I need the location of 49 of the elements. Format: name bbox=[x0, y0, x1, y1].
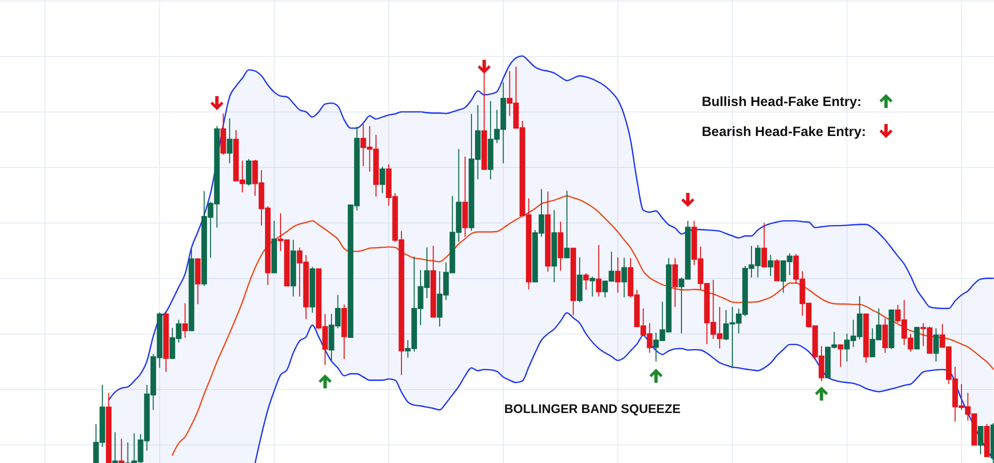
point bbox=[650, 368, 663, 383]
candlestick bbox=[106, 392, 112, 463]
candlestick bbox=[984, 424, 990, 458]
candlestick bbox=[462, 156, 468, 238]
candlestick bbox=[615, 256, 621, 294]
candlestick bbox=[621, 257, 627, 298]
point bbox=[814, 386, 828, 401]
candlestick bbox=[290, 239, 296, 298]
candlestick bbox=[112, 432, 118, 463]
candlestick bbox=[933, 328, 939, 362]
candlestick bbox=[672, 258, 678, 308]
annotation: BOLLINGER BAND SQUEEZE bbox=[504, 402, 681, 416]
candlestick bbox=[341, 304, 347, 360]
candlestick bbox=[583, 272, 589, 290]
candlestick bbox=[590, 276, 596, 298]
candlestick bbox=[545, 191, 551, 272]
candlestick bbox=[888, 310, 894, 350]
candlestick bbox=[774, 258, 780, 282]
legend-label: Bullish Head-Fake Entry: bbox=[702, 94, 862, 109]
candlestick bbox=[576, 256, 582, 303]
candlestick bbox=[768, 254, 774, 276]
candlestick bbox=[246, 158, 252, 186]
point bbox=[210, 96, 224, 110]
candlestick bbox=[163, 310, 169, 372]
candlestick bbox=[564, 190, 570, 258]
point bbox=[478, 60, 491, 74]
candlestick bbox=[430, 245, 436, 318]
candlestick bbox=[195, 258, 201, 305]
candlestick bbox=[596, 244, 602, 298]
point bbox=[318, 374, 332, 388]
candlestick bbox=[863, 313, 869, 364]
candlestick bbox=[118, 438, 124, 463]
point bbox=[681, 192, 694, 207]
candlestick bbox=[761, 222, 767, 268]
candlestick bbox=[558, 221, 564, 272]
candlestick bbox=[551, 210, 557, 283]
legend-label: Bearish Head-Fake Entry: bbox=[702, 124, 866, 139]
candlestick bbox=[226, 118, 232, 164]
candlestick bbox=[310, 266, 316, 314]
candlestick bbox=[188, 248, 194, 332]
candlestick bbox=[882, 318, 888, 354]
candlestick bbox=[380, 166, 386, 194]
candlestick bbox=[914, 326, 920, 350]
candlestick bbox=[182, 302, 188, 338]
candlestick bbox=[220, 112, 226, 156]
candlestick bbox=[570, 248, 576, 316]
candlestick bbox=[978, 426, 984, 455]
candlestick bbox=[838, 344, 844, 368]
candlestick bbox=[271, 220, 277, 274]
